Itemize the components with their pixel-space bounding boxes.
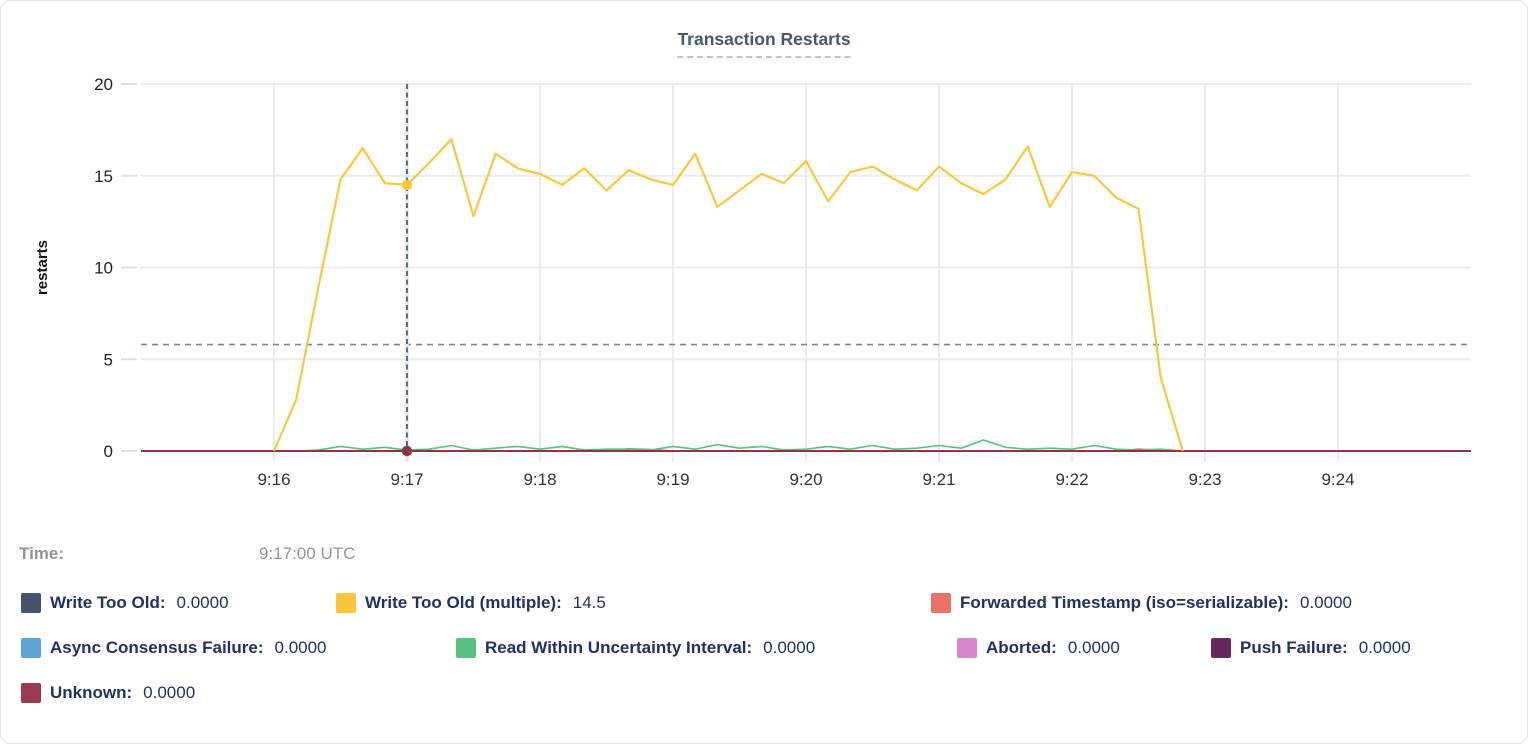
- x-tick-label: 9:19: [656, 470, 689, 489]
- x-tick-label: 9:23: [1188, 470, 1221, 489]
- legend-item-async-consensus-failure: Async Consensus Failure: 0.0000: [21, 638, 327, 658]
- legend-value: 0.0000: [176, 593, 229, 612]
- legend-label: Read Within Uncertainty Interval:: [485, 638, 753, 657]
- legend-value: 0.0000: [143, 683, 196, 702]
- legend-row-2: Async Consensus Failure: 0.0000 Read Wit…: [1, 638, 1527, 662]
- y-tick-label: 5: [104, 350, 113, 369]
- legend-swatch-write-too-old: [21, 593, 41, 613]
- legend-item-write-too-old-multiple: Write Too Old (multiple): 14.5: [336, 593, 606, 613]
- time-value: 9:17:00 UTC: [259, 544, 356, 563]
- legend-value: 0.0000: [1299, 593, 1352, 612]
- legend-item-forwarded-timestamp: Forwarded Timestamp (iso=serializable): …: [931, 593, 1352, 613]
- legend-label: Unknown:: [50, 683, 133, 702]
- legend-label: Write Too Old:: [50, 593, 166, 612]
- x-tick-label: 9:16: [257, 470, 290, 489]
- legend-item-read-within-uncertainty-interval: Read Within Uncertainty Interval: 0.0000: [456, 638, 815, 658]
- legend-label: Async Consensus Failure:: [50, 638, 264, 657]
- time-label: Time:: [19, 544, 65, 563]
- legend-value: 0.0000: [1358, 638, 1411, 657]
- legend-swatch-aborted: [957, 638, 977, 658]
- legend-value: 0.0000: [763, 638, 816, 657]
- legend-row-3: Unknown: 0.0000: [1, 683, 1527, 707]
- legend-swatch-async-consensus-failure: [21, 638, 41, 658]
- legend-swatch-read-within-uncertainty-interval: [456, 638, 476, 658]
- legend-value: 0.0000: [274, 638, 327, 657]
- y-tick-label: 10: [94, 259, 113, 278]
- transaction-restarts-chart[interactable]: 0 5 10 15 20 9:16 9:17 9:18 9:19 9:20 9:21 9:22 9:23…: [1, 1, 1528, 511]
- y-axis-label: restarts: [34, 240, 51, 295]
- legend-item-unknown: Unknown: 0.0000: [21, 683, 195, 703]
- legend-label: Write Too Old (multiple):: [365, 593, 562, 612]
- legend-row-1: Write Too Old: 0.0000 Write Too Old (mul…: [1, 593, 1527, 617]
- x-tick-label: 9:22: [1055, 470, 1088, 489]
- crosshair-dot-write-too-old-multiple-: [401, 179, 413, 191]
- series-read-within-uncertainty-interval: [274, 439, 1183, 452]
- legend-item-aborted: Aborted: 0.0000: [957, 638, 1120, 658]
- y-tick-label: 20: [94, 75, 113, 94]
- legend-label: Forwarded Timestamp (iso=serializable):: [960, 593, 1289, 612]
- x-tick-label: 9:18: [523, 470, 556, 489]
- x-tick-label: 9:20: [789, 470, 822, 489]
- legend-swatch-write-too-old-multiple: [336, 593, 356, 613]
- legend-swatch-push-failure: [1211, 638, 1231, 658]
- legend-swatch-unknown: [21, 683, 41, 703]
- x-tick-label: 9:21: [922, 470, 955, 489]
- crosshair-time-row: Time: 9:17:00 UTC: [1, 544, 1527, 568]
- y-tick-label: 0: [104, 442, 113, 461]
- crosshair-dot-unknown: [401, 445, 413, 457]
- series-write-too-old-multiple-: [272, 138, 1184, 452]
- legend-value: 14.5: [572, 593, 606, 612]
- chart-title[interactable]: Transaction Restarts: [677, 29, 851, 58]
- legend-item-write-too-old: Write Too Old: 0.0000: [21, 593, 229, 613]
- x-tick-label: 9:24: [1321, 470, 1354, 489]
- legend-label: Push Failure:: [1240, 638, 1348, 657]
- legend-swatch-forwarded-timestamp: [931, 593, 951, 613]
- y-tick-label: 15: [94, 167, 113, 186]
- x-tick-label: 9:17: [390, 470, 423, 489]
- legend-item-push-failure: Push Failure: 0.0000: [1211, 638, 1411, 658]
- legend-label: Aborted:: [986, 638, 1057, 657]
- legend-value: 0.0000: [1067, 638, 1120, 657]
